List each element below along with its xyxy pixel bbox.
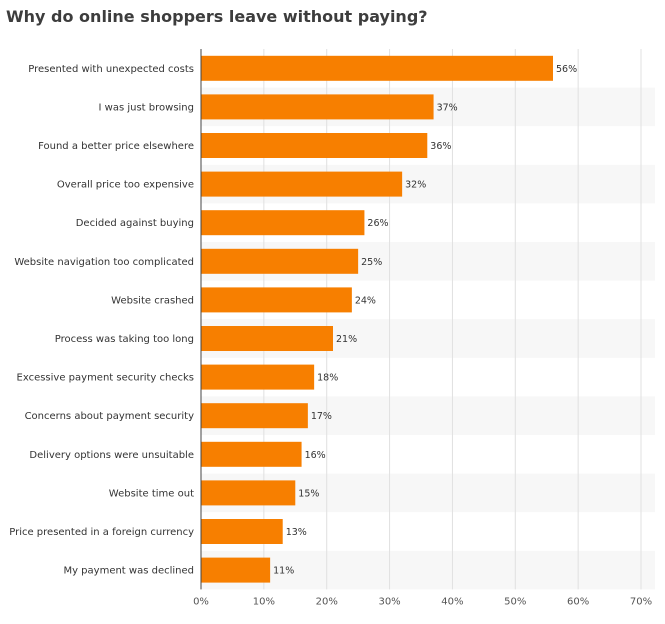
- bar: [201, 248, 359, 274]
- bar: [201, 210, 365, 236]
- category-label: My payment was declined: [63, 566, 194, 577]
- value-label: 25%: [361, 257, 382, 268]
- x-tick-label: 70%: [630, 596, 652, 607]
- x-tick-label: 60%: [567, 596, 589, 607]
- value-label: 37%: [437, 102, 458, 113]
- category-labels: Presented with unexpected costs I was jus…: [9, 64, 194, 577]
- category-label: Overall price too expensive: [57, 180, 194, 191]
- value-label: 13%: [286, 527, 307, 538]
- value-label: 17%: [311, 411, 332, 422]
- value-label: 36%: [430, 141, 451, 152]
- bar: [201, 480, 296, 506]
- x-tick-label: 50%: [504, 596, 526, 607]
- category-label: I was just browsing: [99, 102, 194, 113]
- category-label: Excessive payment security checks: [17, 373, 194, 384]
- bar: [201, 403, 308, 429]
- bars: [201, 55, 553, 583]
- bar: [201, 441, 302, 467]
- category-label: Process was taking too long: [55, 334, 194, 345]
- chart-title: Why do online shoppers leave without pay…: [6, 7, 428, 26]
- x-tick-label: 20%: [316, 596, 338, 607]
- value-label: 16%: [305, 450, 326, 461]
- category-label: Decided against buying: [76, 218, 194, 229]
- row-band: [201, 550, 655, 590]
- value-labels: 56% 37% 36% 32% 26% 25% 24% 21% 18% 17% 16% 15% 13% 1…: [273, 64, 577, 577]
- category-label: Presented with unexpected costs: [28, 64, 194, 75]
- value-label: 56%: [556, 64, 577, 75]
- category-label: Found a better price elsewhere: [38, 141, 194, 152]
- bar: [201, 171, 403, 197]
- value-label: 18%: [317, 373, 338, 384]
- x-axis-ticks: 0% 10% 20% 30% 40% 50% 60% 70%: [193, 596, 652, 607]
- bar: [201, 326, 333, 351]
- bar: [201, 557, 271, 583]
- x-tick-label: 10%: [253, 596, 275, 607]
- bar: [201, 287, 352, 313]
- category-label: Website time out: [109, 488, 194, 499]
- value-label: 11%: [273, 566, 294, 577]
- value-label: 32%: [405, 180, 426, 191]
- value-label: 24%: [355, 295, 376, 306]
- bar: [201, 364, 315, 390]
- category-label: Concerns about payment security: [25, 411, 195, 422]
- bar: [201, 94, 434, 120]
- category-label: Delivery options were unsuitable: [29, 450, 194, 461]
- bar: [201, 55, 553, 81]
- category-label: Price presented in a foreign currency: [9, 527, 194, 538]
- bar: [201, 133, 428, 158]
- x-tick-label: 30%: [378, 596, 400, 607]
- x-tick-label: 40%: [441, 596, 463, 607]
- value-label: 15%: [298, 488, 319, 499]
- value-label: 21%: [336, 334, 357, 345]
- x-tick-label: 0%: [193, 596, 209, 607]
- value-label: 26%: [367, 218, 388, 229]
- category-label: Website crashed: [111, 295, 194, 306]
- category-label: Website navigation too complicated: [14, 257, 194, 268]
- bar: [201, 519, 283, 544]
